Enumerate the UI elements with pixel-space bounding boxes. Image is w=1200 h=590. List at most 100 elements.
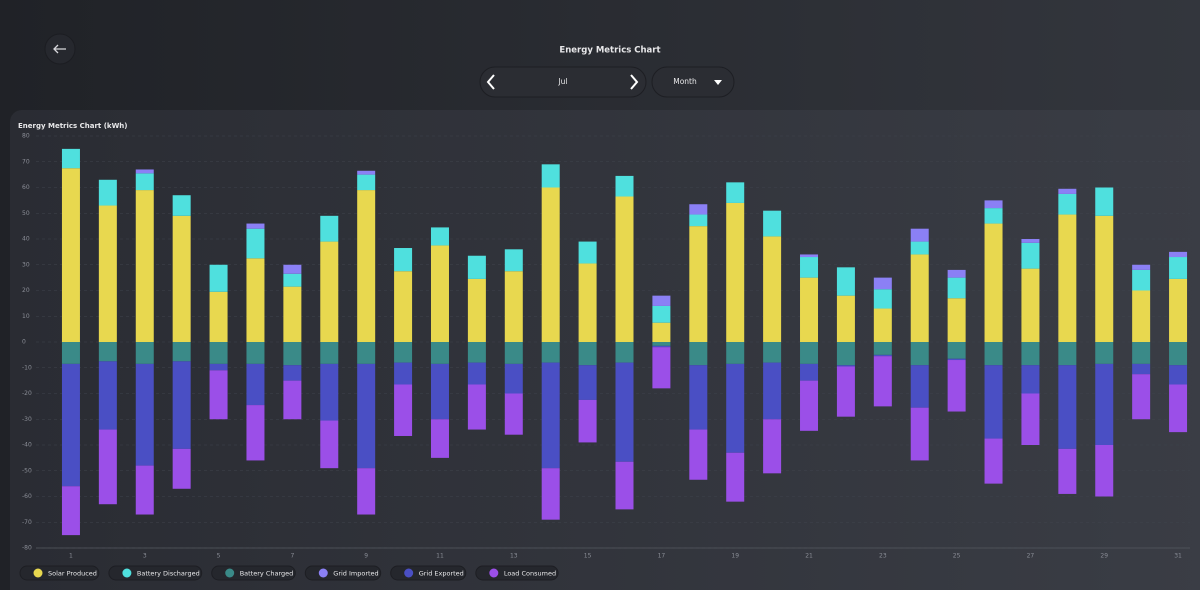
bar-segment [98, 205, 117, 342]
bar-segment [541, 342, 560, 363]
range-dropdown[interactable]: Month [651, 66, 735, 98]
legend-item: Solar Produced [19, 565, 100, 581]
bar-segment [578, 263, 597, 342]
bar-segment [430, 419, 449, 458]
bar-segment [1169, 278, 1188, 342]
bar-segment [541, 362, 560, 469]
bar-segment [578, 342, 597, 366]
back-button[interactable] [44, 33, 76, 65]
legend-swatch [489, 568, 499, 578]
bar-segment [873, 356, 892, 407]
bar-segment [246, 342, 265, 364]
legend-item: Grid Imported [304, 565, 382, 581]
bar-segment [357, 170, 376, 175]
bar-segment [947, 298, 966, 342]
y-tick-label: 40 [22, 236, 30, 243]
legend-swatch [318, 568, 328, 578]
bar-segment [910, 342, 929, 366]
legend-swatch [225, 568, 235, 578]
bar-segment [430, 227, 449, 246]
range-label: Month [673, 77, 697, 86]
bar-segment [984, 223, 1003, 342]
bar-segment [1095, 342, 1114, 364]
bar-segment [873, 354, 892, 357]
bar-segment [541, 187, 560, 342]
bar-segment [209, 363, 228, 371]
legend-label: Load Consumed [504, 570, 556, 578]
bar-segment [246, 258, 265, 342]
legend-label: Grid Imported [333, 570, 378, 578]
bar-segment [209, 370, 228, 420]
bar-segment [357, 363, 376, 469]
bar-segment [615, 175, 634, 197]
legend-item: Battery Discharged [108, 565, 203, 581]
bar-segment [984, 365, 1003, 439]
bar-segment [1021, 342, 1040, 366]
bar-segment [357, 190, 376, 342]
bar-segment [615, 461, 634, 510]
x-tick-label: 31 [1174, 553, 1182, 560]
legend-pill [211, 565, 296, 581]
legend-swatch [404, 568, 414, 578]
bar-segment [1169, 251, 1188, 258]
bar-segment [135, 363, 154, 466]
month-selector[interactable]: Jul [479, 66, 647, 98]
bar-segment [357, 342, 376, 364]
bar-segment [394, 342, 413, 363]
x-tick-label: 15 [584, 553, 592, 560]
bar-segment [1058, 214, 1077, 342]
bar-segment [1058, 448, 1077, 494]
chart-title: Energy Metrics Chart (kWh) [18, 122, 127, 130]
y-tick-label: -40 [22, 442, 32, 449]
bar-segment [283, 342, 302, 366]
bar-segment [763, 342, 782, 363]
bar-segment [1021, 393, 1040, 445]
bar-segment [910, 365, 929, 408]
bar-segment [1132, 290, 1151, 342]
bar-segment [1132, 363, 1151, 375]
bar-segment [800, 380, 819, 431]
bar-segment [726, 363, 745, 453]
bar-segment [615, 342, 634, 363]
bar-segment [172, 342, 191, 362]
x-tick-label: 9 [364, 553, 368, 560]
bar-segment [836, 295, 855, 342]
bar-segment [652, 305, 671, 323]
bar-segment [836, 365, 855, 367]
bar-segment [135, 465, 154, 515]
legend-item: Grid Exported [390, 565, 467, 581]
legend-swatch [33, 568, 43, 578]
bar-segment [1169, 365, 1188, 385]
bar-segment [283, 264, 302, 274]
bar-segment [726, 342, 745, 364]
bar-segment [283, 286, 302, 342]
y-tick-label: -30 [22, 416, 32, 423]
bar-segment [1132, 264, 1151, 270]
bar-segment [320, 342, 339, 364]
bar-segment [1095, 187, 1114, 216]
bar-segment [1095, 363, 1114, 445]
y-tick-label: 0 [22, 339, 26, 346]
bar-segment [320, 241, 339, 342]
legend-item: Battery Charged [211, 565, 296, 581]
bar-segment [504, 363, 523, 394]
y-tick-label: -20 [22, 390, 32, 397]
bar-segment [1058, 342, 1077, 366]
bar-segment [1132, 374, 1151, 420]
plot: -80 -70 -60 -50 -40 -30 -20 -10 0 10 20 30 40 50 60 70 8… [22, 133, 1190, 560]
bar-segment [1095, 215, 1114, 342]
bar-segment [1021, 268, 1040, 342]
page-title: Energy Metrics Chart [559, 46, 660, 56]
bar-segment [135, 342, 154, 364]
bar-segment [1021, 242, 1040, 269]
bar-segment [1095, 445, 1114, 497]
bar-segment [320, 215, 339, 242]
y-tick-label: -80 [22, 545, 32, 552]
y-tick-label: 70 [22, 158, 30, 165]
bar-segment [984, 342, 1003, 366]
bar-segment [246, 228, 265, 259]
bar-segment [504, 393, 523, 435]
bar-segment [1169, 257, 1188, 279]
legend-swatch [122, 568, 132, 578]
bar-segment [246, 363, 265, 406]
